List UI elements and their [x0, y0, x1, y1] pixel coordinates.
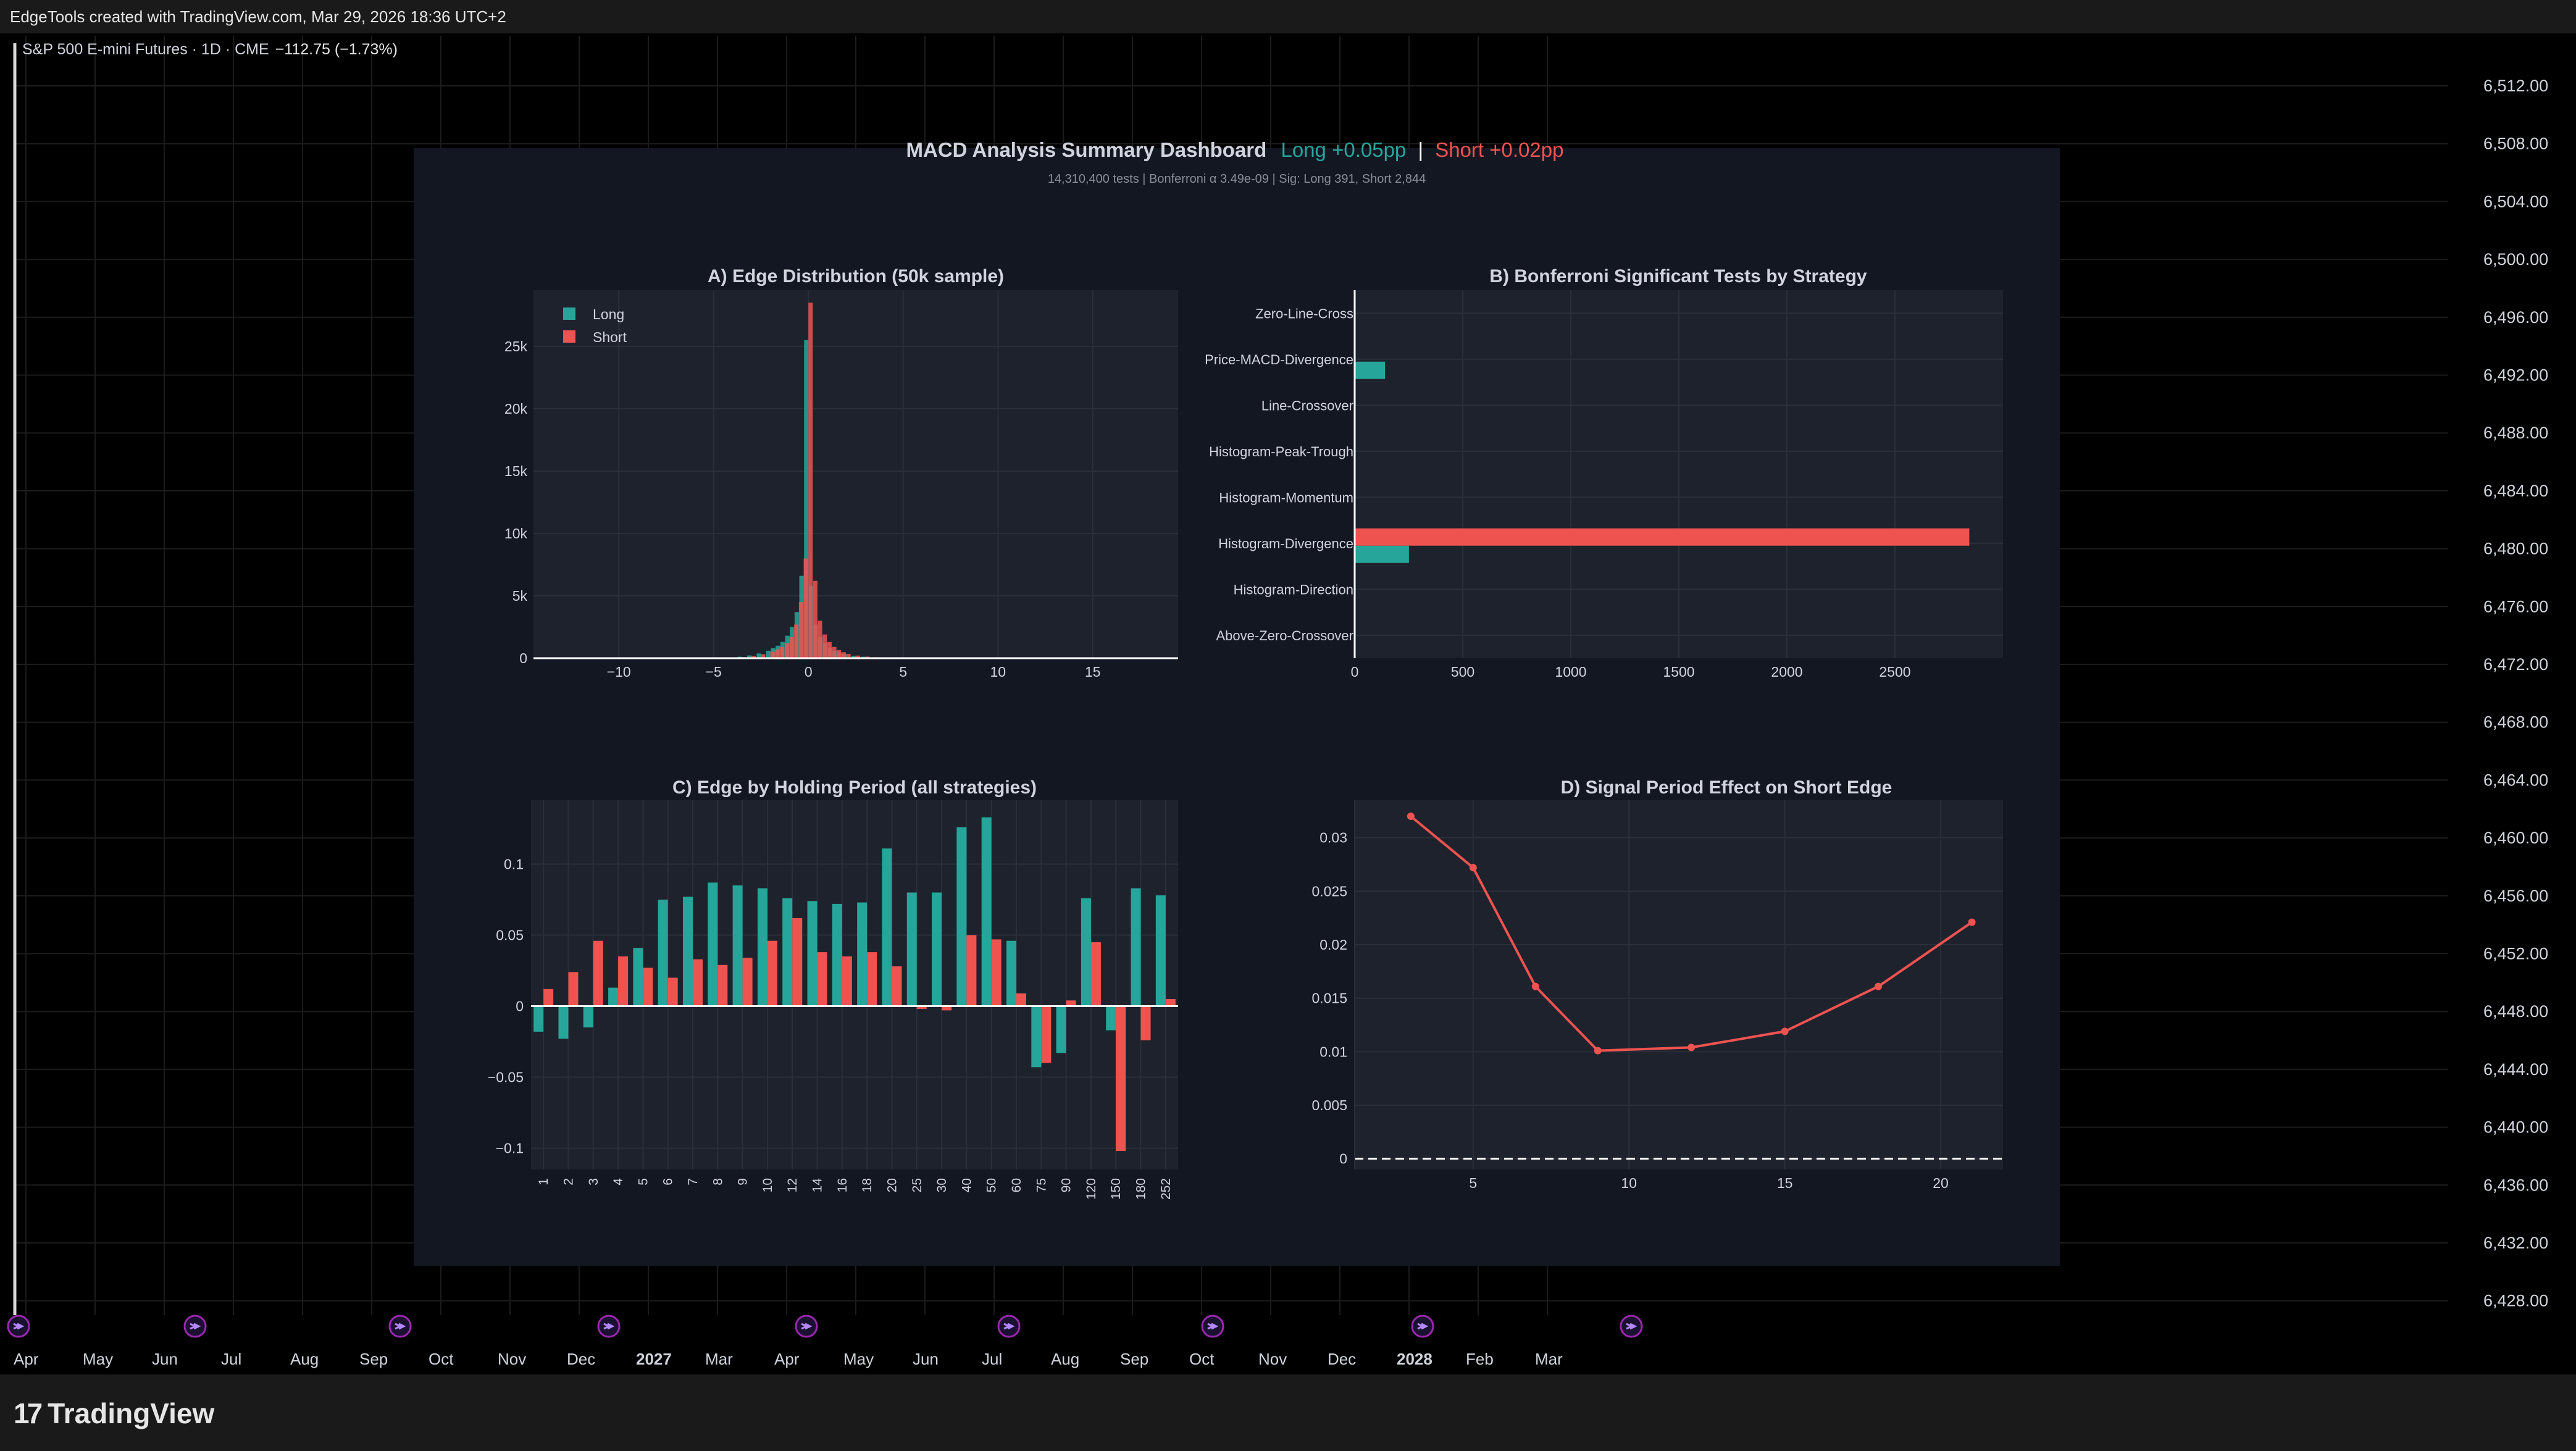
tradingview-logo[interactable]: 17 TradingView — [14, 1397, 214, 1430]
tradingview-mark-icon: 17 — [14, 1397, 43, 1429]
symbol-legend[interactable]: S&P 500 E-mini Futures · 1D · CME −112.75… — [22, 41, 398, 59]
symbol-name[interactable]: S&P 500 E-mini Futures · 1D · CME — [22, 41, 269, 58]
brand-name: TradingView — [48, 1397, 215, 1429]
price-change: −112.75 (−1.73%) — [275, 41, 398, 58]
top-bar: EdgeTools created with TradingView.com, … — [0, 0, 2576, 33]
topbar-text: EdgeTools created with TradingView.com, … — [10, 7, 506, 26]
chart-area[interactable] — [0, 33, 2576, 1374]
bottom-bar — [0, 1374, 2576, 1451]
